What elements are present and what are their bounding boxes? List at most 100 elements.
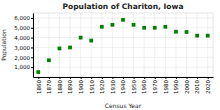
x-tick: 1940 [120, 77, 126, 94]
x-tick-label: 1970 [152, 80, 158, 94]
y-tick-label: 6,000 [14, 15, 30, 21]
grid-line [175, 13, 176, 77]
point [121, 18, 125, 22]
x-tick-mark [123, 77, 124, 79]
x-tick-mark [38, 77, 39, 79]
x-tick-label: 1860 [36, 80, 42, 94]
x-tick-label: 2000 [184, 80, 190, 94]
y-tick: 6,000 [14, 15, 33, 21]
point [195, 34, 199, 38]
grid-line [186, 13, 187, 77]
x-tick-label: 1870 [46, 80, 52, 94]
point [68, 46, 72, 50]
x-axis: 1860187018801890190019101920193019401950… [34, 77, 214, 94]
point [111, 23, 115, 27]
grid-line [133, 13, 134, 77]
grid-line [80, 13, 81, 77]
x-tick: 1900 [78, 77, 84, 94]
x-tick-label: 1950 [131, 80, 137, 94]
y-tick-label: 3,000 [14, 45, 30, 51]
grid-line [48, 13, 49, 77]
x-tick: 1980 [163, 77, 169, 94]
y-axis-line [33, 14, 34, 78]
x-tick: 1870 [46, 77, 52, 94]
x-axis-title: Census Year [105, 102, 142, 109]
y-tick: 1,000 [14, 64, 33, 70]
grid [33, 13, 213, 77]
points [36, 18, 209, 74]
y-tick-label: 4,000 [14, 35, 30, 41]
x-tick: 1860 [36, 77, 42, 94]
x-tick: 2000 [184, 77, 190, 94]
x-tick: 1890 [67, 77, 73, 94]
x-tick: 2020 [205, 77, 211, 94]
x-tick: 1990 [173, 77, 179, 94]
x-tick-label: 2010 [194, 80, 200, 94]
x-tick-mark [134, 77, 135, 79]
y-axis: 1,000 2,000 3,000 4,000 5,000 6,000 [14, 14, 33, 78]
x-tick-mark [49, 77, 50, 79]
plot: 1860187018801890190019101920193019401950… [14, 13, 213, 94]
point [47, 58, 51, 62]
title: Population of Chariton, Iowa [63, 2, 184, 11]
grid-line [197, 13, 198, 77]
x-tick-label: 1900 [78, 80, 84, 94]
grid-line [101, 13, 102, 77]
point [163, 25, 167, 29]
x-tick-label: 1930 [110, 80, 116, 94]
grid-line [91, 13, 92, 77]
grid-line [70, 13, 71, 77]
point [206, 34, 210, 38]
x-tick-mark [70, 77, 71, 79]
x-tick: 1880 [57, 77, 63, 94]
grid-line [112, 13, 113, 77]
x-tick-label: 1980 [163, 80, 169, 94]
y-tick-label: 2,000 [14, 55, 30, 61]
grid-line [154, 13, 155, 77]
x-tick-label: 2020 [205, 80, 211, 94]
grid-line [38, 13, 39, 77]
point [185, 30, 189, 34]
x-tick: 1970 [152, 77, 158, 94]
y-tick-mark [31, 47, 33, 48]
point [100, 25, 104, 29]
x-tick-mark [197, 77, 198, 79]
y-tick-label: 1,000 [14, 64, 30, 70]
x-tick-mark [187, 77, 188, 79]
y-tick-label: 5,000 [14, 25, 30, 31]
x-tick: 1930 [110, 77, 116, 94]
x-tick-label: 1990 [173, 80, 179, 94]
y-tick: 2,000 [14, 55, 33, 61]
x-tick-label: 1890 [67, 80, 73, 94]
chart: 1860187018801890190019101920193019401950… [0, 0, 220, 110]
x-tick: 1950 [131, 77, 137, 94]
x-tick-mark [112, 77, 113, 79]
x-tick-label: 1910 [88, 80, 94, 94]
y-tick: 5,000 [14, 25, 33, 31]
grid-line [123, 13, 124, 77]
x-tick-mark [59, 77, 60, 79]
x-tick-label: 1960 [141, 80, 147, 94]
y-tick: 3,000 [14, 45, 33, 51]
y-tick-mark [31, 57, 33, 58]
y-axis-title: Population [0, 29, 8, 61]
x-tick-label: 1880 [57, 80, 63, 94]
x-tick-mark [176, 77, 177, 79]
x-tick: 2010 [194, 77, 200, 94]
x-tick-mark [91, 77, 92, 79]
y-tick-mark [31, 18, 33, 19]
x-tick-mark [165, 77, 166, 79]
y-tick-mark [31, 67, 33, 68]
point [36, 70, 40, 74]
x-tick: 1960 [141, 77, 147, 94]
x-tick-mark [81, 77, 82, 79]
grid-line [207, 13, 208, 77]
point [58, 47, 62, 51]
x-tick-mark [155, 77, 156, 79]
x-tick-mark [208, 77, 209, 79]
y-tick: 4,000 [14, 35, 33, 41]
x-tick: 1910 [88, 77, 94, 94]
point [142, 26, 146, 30]
point [89, 39, 93, 43]
point [132, 23, 136, 27]
